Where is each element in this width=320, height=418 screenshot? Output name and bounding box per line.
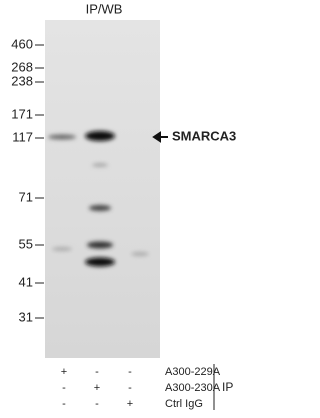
marker-label: 171 xyxy=(11,106,33,121)
band xyxy=(52,247,72,251)
row-label: Ctrl IgG xyxy=(165,398,203,410)
cell: - xyxy=(128,382,132,394)
bands xyxy=(48,131,149,267)
band xyxy=(92,163,108,167)
marker-label: 71 xyxy=(19,189,33,204)
row-label: A300-229A xyxy=(165,366,221,378)
marker-label: 460 xyxy=(11,36,33,51)
band xyxy=(131,252,149,256)
marker-label: 55 xyxy=(19,236,33,251)
cell: - xyxy=(62,398,66,410)
cell: - xyxy=(95,366,99,378)
cell: - xyxy=(128,366,132,378)
arrow xyxy=(152,131,168,143)
cell: + xyxy=(127,398,133,410)
row-label: A300-230A xyxy=(165,382,221,394)
blot xyxy=(45,20,160,358)
band xyxy=(87,241,113,249)
band xyxy=(48,134,76,140)
band xyxy=(85,257,115,267)
cell: - xyxy=(95,398,99,410)
cell: + xyxy=(94,382,100,394)
cell: - xyxy=(62,382,66,394)
band xyxy=(89,205,111,211)
band xyxy=(85,131,115,141)
marker-label: 117 xyxy=(12,129,33,144)
band-label: SMARCA3 xyxy=(172,128,236,143)
marker-label: 31 xyxy=(19,309,33,324)
marker-label: 238 xyxy=(11,73,33,88)
marker-label: 41 xyxy=(19,274,33,289)
cell: + xyxy=(61,366,67,378)
group-label: IP xyxy=(222,380,233,394)
title: IP/WB xyxy=(86,1,123,16)
marker-label: 268 xyxy=(11,59,33,74)
